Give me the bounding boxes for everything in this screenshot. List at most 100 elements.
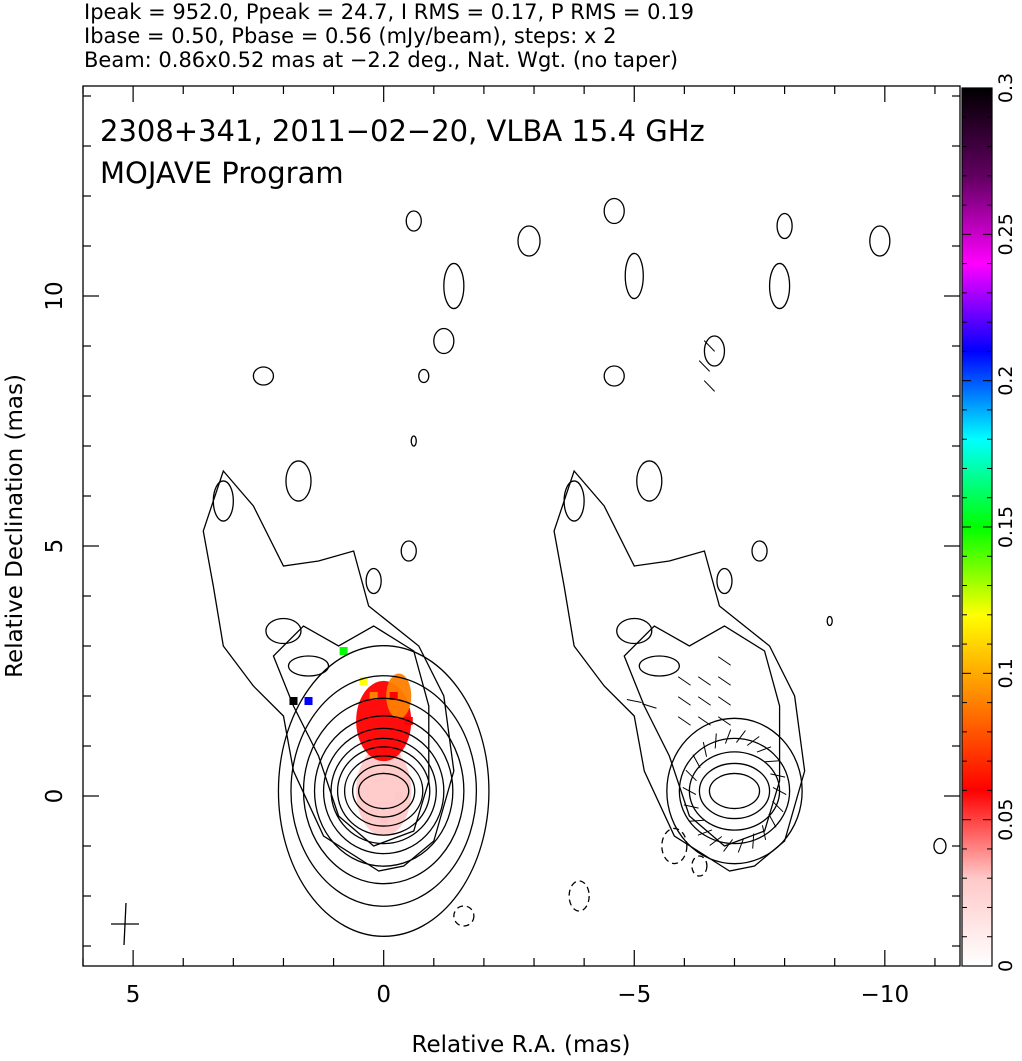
evpa-vector	[677, 716, 691, 726]
x-tick-label: 0	[376, 982, 391, 1008]
pol-pixel	[304, 696, 313, 706]
evpa-vector	[677, 696, 691, 706]
isolated-contour	[636, 460, 663, 502]
evpa-vector	[697, 676, 711, 686]
isolated-contour	[400, 540, 417, 562]
pol-pixel	[339, 646, 348, 656]
noise-contour	[869, 225, 891, 257]
isolated-contour	[265, 617, 302, 645]
evpa-vector	[685, 769, 697, 782]
colorbar-label: 0.1	[995, 658, 1017, 688]
header-line-2: Ibase = 0.50, Pbase = 0.56 (mJy/beam), s…	[84, 24, 617, 48]
pol-pixel	[389, 691, 398, 701]
isolated-contour	[716, 567, 733, 595]
evpa-vector	[764, 760, 780, 763]
tick-labels: 5 0 −5 −10 0 5 10	[42, 281, 909, 1008]
noise-contour	[768, 262, 791, 310]
noise-contour	[624, 252, 644, 300]
core-contour	[357, 772, 410, 810]
noise-contour	[933, 837, 947, 855]
evpa-vector	[772, 786, 787, 796]
evpa-vector	[717, 676, 731, 686]
colorbar-label: 0.05	[995, 799, 1017, 841]
jet-contour	[623, 625, 781, 847]
evpa-vector	[717, 696, 731, 706]
y-tick-label: 10	[42, 281, 68, 310]
noise-contour	[603, 365, 625, 387]
colorbar-label: 0.15	[995, 506, 1017, 548]
polarization-vectors	[626, 340, 787, 853]
y-axis-label: Relative Declination (mas)	[2, 374, 28, 678]
isolated-contour	[212, 480, 234, 522]
isolated-contour	[285, 460, 312, 502]
noise-contour	[418, 368, 430, 384]
x-tick-label: −10	[861, 982, 910, 1008]
noise-contour	[443, 262, 465, 310]
beam-marker	[111, 902, 139, 946]
noise-contour	[252, 366, 275, 386]
noise-contour	[405, 210, 422, 232]
evpa-vector	[735, 730, 746, 743]
evpa-vector	[768, 813, 777, 828]
negative-contour	[691, 855, 708, 877]
evpa-vector	[692, 754, 701, 769]
evpa-vector	[703, 340, 716, 352]
negative-contour	[453, 905, 475, 927]
evpa-vector	[697, 696, 711, 706]
noise-contour	[433, 327, 455, 355]
overlay-subtitle: MOJAVE Program	[100, 156, 344, 190]
core-contour	[302, 697, 465, 885]
pol-pixel	[394, 791, 403, 801]
negative-contour	[568, 880, 590, 912]
noise-contour	[776, 212, 793, 240]
pol-pixel	[379, 816, 388, 826]
core-contour	[313, 715, 454, 867]
evpa-vector	[683, 804, 699, 809]
evpa-vector	[677, 676, 691, 686]
x-tick-label: 5	[126, 982, 141, 1008]
colorbar-label: 0.3	[995, 73, 1017, 103]
core-contour	[322, 727, 445, 855]
evpa-vector	[724, 729, 732, 744]
evpa-vector	[717, 716, 731, 726]
core-contour	[277, 645, 490, 937]
outer-contour	[553, 469, 806, 872]
core-contour	[330, 737, 437, 845]
evpa-vector	[682, 786, 697, 796]
x-tick-label: −5	[617, 982, 651, 1008]
evpa-vector	[723, 839, 733, 852]
isolated-contour	[287, 655, 330, 677]
core-contour	[678, 737, 791, 845]
axis-ticks	[82, 86, 960, 966]
pol-jet-knot	[386, 673, 412, 719]
evpa-vector	[641, 703, 657, 709]
evpa-vector	[697, 716, 711, 726]
evpa-vector	[626, 699, 642, 703]
outer-contour	[202, 469, 455, 872]
overlay-title: 2308+341, 2011−02−20, VLBA 15.4 GHz	[100, 114, 705, 148]
core-contour	[336, 746, 431, 836]
core-contour	[343, 755, 424, 827]
evpa-vector	[752, 833, 755, 849]
evpa-vector	[698, 360, 711, 372]
core-contour	[698, 762, 771, 820]
noise-contour	[603, 197, 625, 225]
core-contour	[708, 772, 761, 810]
colorbar-label: 0.2	[995, 366, 1017, 396]
evpa-vector	[770, 773, 786, 778]
header-line-3: Beam: 0.86x0.52 mas at −2.2 deg., Nat. W…	[84, 48, 679, 72]
jet-contour	[272, 625, 430, 847]
negative-contour	[661, 827, 688, 865]
colorbar-label: 0.25	[995, 213, 1017, 255]
noise-contour	[703, 335, 726, 367]
colorbar: 0 0.05 0.1 0.15 0.2 0.25 0.3	[961, 73, 1017, 972]
noise-contour	[826, 615, 833, 627]
y-tick-label: 0	[42, 789, 68, 804]
plot-frame	[82, 85, 961, 967]
isolated-contour	[616, 617, 653, 645]
evpa-vector	[756, 746, 772, 753]
isolated-contour	[751, 540, 768, 562]
evpa-vector	[761, 825, 767, 841]
evpa-vector	[737, 838, 745, 853]
